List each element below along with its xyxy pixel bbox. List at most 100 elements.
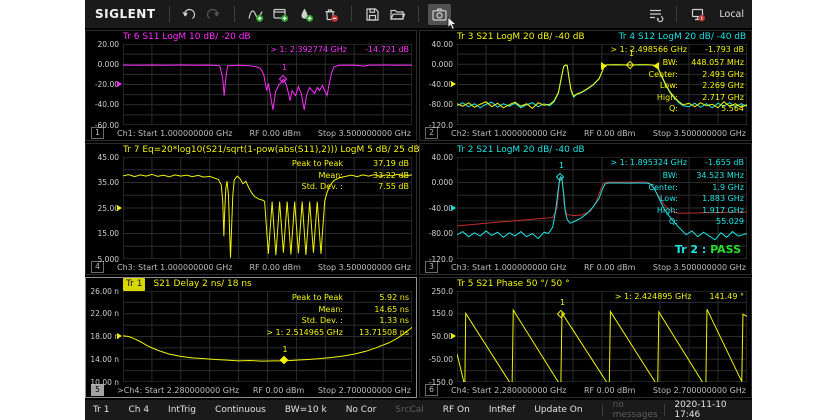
- status-item-rf-on[interactable]: RF On: [443, 405, 470, 415]
- stat-label: Low:: [660, 193, 678, 205]
- channel-footer: 5>Ch4: Start 2.280000000 GHzRF 0.00 dBmS…: [86, 383, 416, 397]
- stat-label: Peak to Peak: [292, 292, 343, 304]
- status-item-inttrig[interactable]: IntTrig: [168, 405, 196, 415]
- graticule-area: 26.00 n22.00 n18.00 n14.00 n10.00 nPeak …: [123, 291, 412, 382]
- recall-icon[interactable]: [386, 4, 409, 25]
- statistics-block: BW:34.523 MHzCenter:1.9 GHzLow:1.883 GHz…: [649, 170, 744, 228]
- reference-level-arrow: [117, 205, 122, 211]
- statistics-row: Center:2.493 GHz: [649, 69, 744, 81]
- stat-label: Q:: [669, 103, 678, 115]
- y-axis-label: -80.00: [421, 100, 453, 109]
- statistics-row: Peak to Peak 5.92 ns: [266, 292, 409, 304]
- sweep-stop-label: Stop 3.500000000 GHz: [318, 129, 411, 138]
- stat-value: 1.883 GHz: [686, 193, 744, 205]
- stat-value: 37.19 dB: [351, 158, 409, 170]
- stat-label: Std. Dev. :: [302, 181, 343, 193]
- stat-label: Low:: [660, 80, 678, 92]
- y-axis-label: -50.00: [421, 355, 453, 364]
- plot-panel-6[interactable]: Tr 5 S21 Phase 50 °/ 50 ° 250.0150.050.0…: [419, 277, 752, 398]
- marker-number-label: 1: [629, 50, 634, 58]
- sweep-stop-label: Stop 2.700000000 GHz: [653, 386, 746, 395]
- stat-value: 33.22 dB: [351, 170, 409, 182]
- plot-canvas: [123, 44, 412, 125]
- marker-number-label: 1: [559, 162, 564, 170]
- y-axis-label: 26.00 n: [87, 287, 119, 296]
- status-bar: Tr 1 Ch 4 IntTrig Continuous BW=10 k No Cor Sr…: [85, 398, 752, 420]
- stat-value: 7.55 dB: [351, 181, 409, 193]
- status-separator: [664, 404, 665, 416]
- sweep-start-label: Ch1: Start 1.000000000 GHz: [117, 129, 232, 138]
- trace-title-row: Tr 5 S21 Phase 50 °/ 50 °: [420, 278, 751, 291]
- y-axis-label: -40.00: [421, 80, 453, 89]
- local-mode-label[interactable]: Local: [719, 9, 744, 20]
- statistics-row: Std. Dev. : 7.55 dB: [292, 181, 409, 193]
- stat-label: BW:: [663, 57, 678, 69]
- y-axis-label: 0.000: [421, 60, 453, 69]
- y-axis-label: 18.00 n: [87, 332, 119, 341]
- trace-title[interactable]: Tr 4 S12 LogM 20 dB/ -40 dB: [619, 31, 747, 44]
- trace-title[interactable]: Tr 5 S21 Phase 50 °/ 50 °: [457, 278, 570, 291]
- stat-value: 1.9 GHz: [686, 182, 744, 194]
- delete-icon[interactable]: [319, 4, 342, 25]
- statistics-block: Peak to Peak5.92 nsMean:14.65 nsStd. Dev…: [266, 292, 409, 338]
- rf-power-label: RF 0.00 dBm: [249, 263, 300, 272]
- save-icon[interactable]: [361, 4, 384, 25]
- y-axis-label: 40.00: [421, 153, 453, 162]
- marker-frequency: > 1: 2.392774 GHz: [270, 45, 347, 55]
- marker-frequency: > 1: 2.498566 GHz: [610, 45, 687, 55]
- marker-readout: > 1: 2.392774 GHz-14.721 dB: [270, 45, 409, 55]
- status-item-bw-10-k[interactable]: BW=10 k: [285, 405, 327, 415]
- stat-value: 5.564: [686, 103, 744, 115]
- active-trace-chip[interactable]: Tr 1: [123, 278, 145, 291]
- statistics-row: BW:34.523 MHz: [649, 170, 744, 182]
- y-axis-label: -150.0: [421, 378, 453, 387]
- statistics-block: BW:448.057 MHzCenter:2.493 GHzLow:2.269 …: [649, 57, 744, 115]
- add-marker-icon[interactable]: [294, 4, 317, 25]
- status-item-no-cor[interactable]: No Cor: [346, 405, 377, 415]
- new-trace-icon[interactable]: [244, 4, 267, 25]
- rf-power-label: RF 0.00 dBm: [584, 129, 635, 138]
- stat-label: Mean:: [319, 170, 344, 182]
- task-list-icon[interactable]: [644, 4, 667, 25]
- toolbar-separator: [676, 6, 677, 22]
- stat-label: > 1: 2.514965 GHz: [266, 327, 343, 339]
- status-item-update-on[interactable]: Update On: [534, 405, 582, 415]
- undo-icon[interactable]: [177, 4, 200, 25]
- rf-power-label: RF 0.00 dBm: [584, 263, 635, 272]
- status-item-ch-4[interactable]: Ch 4: [128, 405, 149, 415]
- plot-panel-5[interactable]: Tr 1 S21 Delay 2 ns/ 18 ns 26.00 n22.00 n…: [85, 277, 417, 398]
- trace-title[interactable]: Tr 7 Eq=20*log10(S21/sqrt(1-pow(abs(S11)…: [123, 144, 420, 157]
- channel-footer: 1Ch1: Start 1.000000000 GHzRF 0.00 dBmSt…: [86, 126, 416, 140]
- y-axis-label: -80.00: [421, 229, 453, 238]
- y-axis-label: -120.0: [421, 121, 453, 130]
- trace-title[interactable]: Tr 6 S11 LogM 10 dB/ -20 dB: [123, 31, 251, 44]
- stat-label: Std. Dev. :: [302, 315, 343, 327]
- plot-panel-1[interactable]: Tr 6 S11 LogM 10 dB/ -20 dB 20.000.000-2…: [85, 30, 417, 141]
- plot-panel-2[interactable]: Tr 3 S21 LogM 20 dB/ -40 dB Tr 4 S12 LogM…: [419, 30, 752, 141]
- channel-footer: 2Ch2: Start 1.000000000 GHzRF 0.00 dBmSt…: [420, 126, 751, 140]
- lan-status-icon[interactable]: [686, 4, 709, 25]
- statistics-row: BW:448.057 MHz: [649, 57, 744, 69]
- status-item-tr-1[interactable]: Tr 1: [93, 405, 109, 415]
- reference-level-arrow: [451, 205, 456, 211]
- stat-value: 5.92 ns: [351, 292, 409, 304]
- redo-icon[interactable]: [202, 4, 225, 25]
- plot-panel-3[interactable]: Tr 2 S21 LogM 20 dB/ -40 dB 40.000.000-4…: [419, 143, 752, 275]
- trace-title[interactable]: Tr 3 S21 LogM 20 dB/ -40 dB: [457, 31, 585, 44]
- status-item-continuous[interactable]: Continuous: [215, 405, 266, 415]
- y-axis-label: -60.00: [87, 121, 119, 130]
- mouse-cursor-icon: [447, 17, 457, 30]
- y-axis-label: 14.00 n: [87, 355, 119, 364]
- status-item-srccal[interactable]: SrcCal: [395, 405, 423, 415]
- trace-title[interactable]: Tr 2 S21 LogM 20 dB/ -40 dB: [457, 144, 585, 157]
- graticule-area: 45.0035.0025.0015.005.000Peak to Peak37.…: [123, 157, 412, 259]
- stat-label: Mean:: [319, 304, 344, 316]
- screenshot-icon[interactable]: [428, 4, 451, 25]
- new-window-icon[interactable]: [269, 4, 292, 25]
- status-items: Tr 1 Ch 4 IntTrig Continuous BW=10 k No Cor Sr…: [93, 405, 602, 415]
- screenshot-canvas: SIGLENT Local Tr 6 S11 LogM 10 dB/ -20 d…: [0, 0, 840, 420]
- plot-panel-4[interactable]: Tr 7 Eq=20*log10(S21/sqrt(1-pow(abs(S11)…: [85, 143, 417, 275]
- y-axis-label: 0.000: [421, 178, 453, 187]
- status-item-intref[interactable]: IntRef: [489, 405, 515, 415]
- trace-title[interactable]: S21 Delay 2 ns/ 18 ns: [153, 278, 251, 291]
